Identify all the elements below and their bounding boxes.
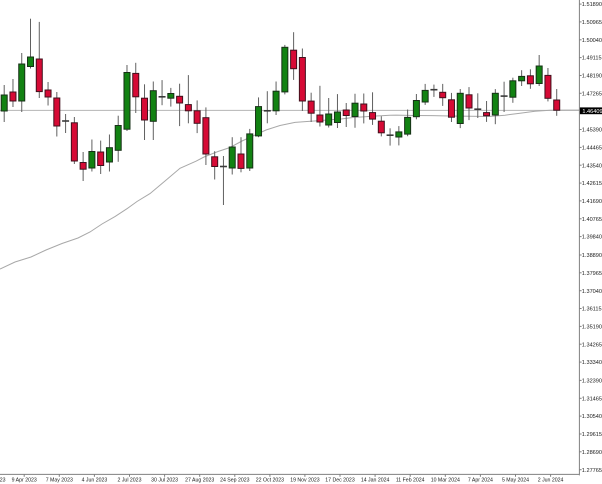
- svg-text:2 Jun 2024: 2 Jun 2024: [538, 478, 564, 484]
- svg-text:1.37040: 1.37040: [582, 289, 602, 295]
- svg-text:1.37965: 1.37965: [582, 271, 602, 277]
- svg-text:1.31465: 1.31465: [582, 396, 602, 402]
- svg-text:1.45390: 1.45390: [582, 128, 602, 134]
- svg-text:1.28690: 1.28690: [582, 450, 602, 456]
- svg-text:7 Apr 2024: 7 Apr 2024: [468, 478, 493, 484]
- svg-text:1.36115: 1.36115: [582, 307, 602, 313]
- svg-text:30 Jul 2023: 30 Jul 2023: [151, 478, 178, 484]
- svg-text:9 Apr 2023: 9 Apr 2023: [12, 478, 37, 484]
- svg-text:12 Mar 2023: 12 Mar 2023: [0, 478, 6, 484]
- svg-text:27 Aug 2023: 27 Aug 2023: [185, 478, 214, 484]
- svg-text:22 Oct 2023: 22 Oct 2023: [256, 478, 284, 484]
- svg-text:5 May 2024: 5 May 2024: [502, 478, 529, 484]
- svg-text:11 Feb 2024: 11 Feb 2024: [396, 478, 425, 484]
- svg-text:1.34265: 1.34265: [582, 342, 602, 348]
- svg-text:1.43540: 1.43540: [582, 163, 602, 169]
- svg-text:1.40765: 1.40765: [582, 217, 602, 223]
- svg-text:17 Dec 2023: 17 Dec 2023: [325, 478, 355, 484]
- svg-text:1.38890: 1.38890: [582, 253, 602, 259]
- svg-text:1.32390: 1.32390: [582, 379, 602, 385]
- svg-text:1.48190: 1.48190: [582, 74, 602, 80]
- svg-text:10 Mar 2024: 10 Mar 2024: [431, 478, 460, 484]
- svg-text:1.47265: 1.47265: [582, 91, 602, 97]
- svg-text:14 Jan 2024: 14 Jan 2024: [361, 478, 390, 484]
- svg-text:1.39840: 1.39840: [582, 235, 602, 241]
- svg-text:2 Jul 2023: 2 Jul 2023: [118, 478, 142, 484]
- svg-text:1.42615: 1.42615: [582, 181, 602, 187]
- svg-text:1.49115: 1.49115: [582, 56, 602, 62]
- svg-text:1.51890: 1.51890: [582, 2, 602, 8]
- svg-text:1.41690: 1.41690: [582, 199, 602, 205]
- svg-text:24 Sep 2023: 24 Sep 2023: [220, 478, 250, 484]
- svg-text:1.50965: 1.50965: [582, 20, 602, 26]
- svg-text:1.35190: 1.35190: [582, 325, 602, 331]
- svg-text:1.27765: 1.27765: [582, 468, 602, 474]
- svg-text:1.44465: 1.44465: [582, 146, 602, 152]
- svg-text:1.46409: 1.46409: [582, 109, 602, 115]
- svg-text:7 May 2023: 7 May 2023: [46, 478, 73, 484]
- svg-text:19 Nov 2023: 19 Nov 2023: [290, 478, 320, 484]
- svg-text:4 Jun 2023: 4 Jun 2023: [82, 478, 108, 484]
- svg-text:1.33340: 1.33340: [582, 360, 602, 366]
- svg-text:1.30540: 1.30540: [582, 414, 602, 420]
- svg-text:1.29615: 1.29615: [582, 432, 602, 438]
- svg-text:1.50040: 1.50040: [582, 38, 602, 44]
